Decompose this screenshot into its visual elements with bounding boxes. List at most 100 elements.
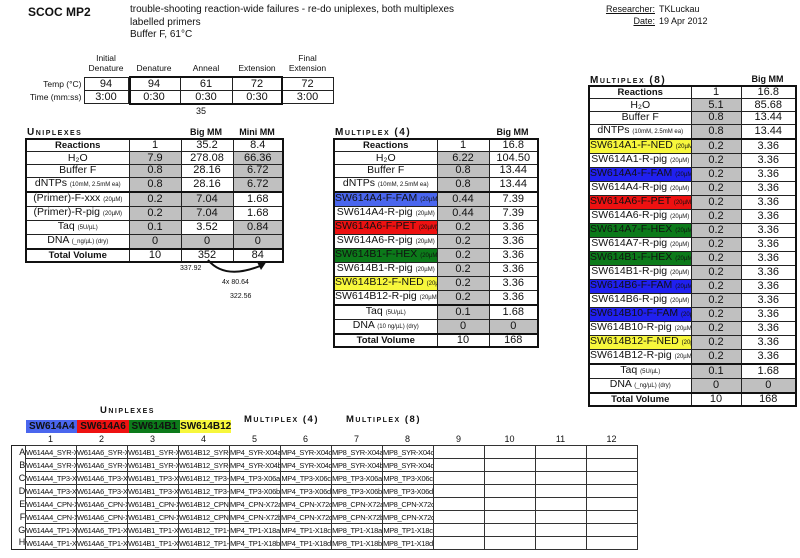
volume-cell[interactable]: 0.1 bbox=[128, 219, 182, 235]
volume-cell[interactable]: 0 bbox=[128, 233, 182, 250]
volume-cell[interactable]: 0.84 bbox=[232, 219, 284, 235]
plate-well[interactable] bbox=[484, 445, 536, 459]
volume-cell[interactable]: 3.36 bbox=[740, 180, 797, 196]
plate-well[interactable] bbox=[433, 497, 485, 511]
plate-well[interactable]: W614A6_CPN-X7 bbox=[76, 510, 128, 524]
volume-cell[interactable]: 168 bbox=[488, 332, 539, 348]
plate-well[interactable]: W614A4_SYR-X0 bbox=[25, 458, 77, 472]
plate-well[interactable]: MP4_SYR-X04b bbox=[229, 458, 281, 472]
plate-well[interactable]: W614B1_CPN-X7 bbox=[127, 497, 179, 511]
volume-cell[interactable]: 10 bbox=[128, 247, 182, 263]
plate-well[interactable] bbox=[433, 471, 485, 485]
plate-well[interactable]: W614B1_TP3-X0 bbox=[127, 484, 179, 498]
plate-well[interactable]: MP8_CPN-X72a bbox=[331, 497, 383, 511]
plate-well[interactable] bbox=[535, 497, 587, 511]
plate-well[interactable]: W614A4_TP1-X1 bbox=[25, 523, 77, 537]
volume-cell[interactable]: 0.2 bbox=[436, 219, 490, 235]
plate-well[interactable]: MP8_CPN-X72c bbox=[382, 497, 434, 511]
volume-cell[interactable]: 3.36 bbox=[488, 247, 539, 263]
plate-well[interactable]: MP8_TP1-X18b bbox=[331, 536, 383, 550]
cycle-value[interactable]: 0:30 bbox=[231, 90, 283, 104]
plate-well[interactable] bbox=[586, 471, 638, 485]
plate-well[interactable]: W614A4_TP1-X1 bbox=[25, 536, 77, 550]
plate-well[interactable] bbox=[433, 458, 485, 472]
cycle-value[interactable]: 94 bbox=[127, 77, 181, 91]
volume-cell[interactable]: 0.2 bbox=[690, 348, 742, 365]
volume-cell[interactable]: 0.2 bbox=[436, 275, 490, 291]
volume-cell[interactable]: 6.72 bbox=[232, 176, 284, 193]
plate-well[interactable] bbox=[484, 484, 536, 498]
volume-cell[interactable]: 13.44 bbox=[488, 164, 539, 178]
plate-well[interactable]: W614B12_TP3-X0 bbox=[178, 471, 230, 485]
plate-well[interactable]: MP4_CPN-X72d bbox=[280, 510, 332, 524]
volume-cell[interactable]: 13.44 bbox=[740, 111, 797, 125]
volume-cell[interactable]: 1 bbox=[128, 138, 182, 153]
volume-cell[interactable]: 1 bbox=[690, 85, 742, 100]
volume-cell[interactable]: 0.2 bbox=[690, 236, 742, 252]
plate-well[interactable] bbox=[586, 484, 638, 498]
volume-cell[interactable]: 0 bbox=[690, 377, 742, 394]
volume-cell[interactable]: 3.52 bbox=[180, 219, 234, 235]
plate-well[interactable]: MP4_TP1-X18b bbox=[229, 536, 281, 550]
volume-cell[interactable]: 0.2 bbox=[690, 292, 742, 308]
volume-cell[interactable]: 3.36 bbox=[488, 219, 539, 235]
volume-cell[interactable]: 7.04 bbox=[180, 205, 234, 221]
volume-cell[interactable]: 7.39 bbox=[488, 205, 539, 221]
volume-cell[interactable]: 85.68 bbox=[740, 98, 797, 113]
volume-cell[interactable]: 3.36 bbox=[740, 208, 797, 224]
plate-well[interactable]: MP8_TP3-X06b bbox=[331, 484, 383, 498]
plate-well[interactable] bbox=[535, 536, 587, 550]
volume-cell[interactable]: 3.36 bbox=[740, 194, 797, 210]
plate-well[interactable]: W614A6_SYR-X0 bbox=[76, 458, 128, 472]
plate-well[interactable]: W614A6_SYR-X0 bbox=[76, 445, 128, 459]
plate-well[interactable] bbox=[433, 510, 485, 524]
plate-well[interactable] bbox=[535, 445, 587, 459]
plate-well[interactable]: MP8_SYR-X04b bbox=[331, 458, 383, 472]
volume-cell[interactable]: 6.22 bbox=[436, 151, 490, 166]
plate-well[interactable] bbox=[433, 523, 485, 537]
volume-cell[interactable]: 0.2 bbox=[690, 152, 742, 168]
plate-well[interactable] bbox=[535, 458, 587, 472]
plate-well[interactable] bbox=[484, 536, 536, 550]
volume-cell[interactable]: 8.4 bbox=[232, 138, 284, 153]
volume-cell[interactable]: 0.2 bbox=[690, 194, 742, 210]
plate-well[interactable] bbox=[535, 523, 587, 537]
volume-cell[interactable]: 104.50 bbox=[488, 151, 539, 166]
plate-well[interactable]: W614A4_CPN-X7 bbox=[25, 497, 77, 511]
plate-well[interactable] bbox=[586, 458, 638, 472]
plate-well[interactable]: MP4_SYR-X04a bbox=[229, 445, 281, 459]
volume-cell[interactable]: 84 bbox=[232, 247, 284, 263]
volume-cell[interactable]: 0.2 bbox=[436, 289, 490, 306]
plate-well[interactable]: MP8_TP3-X06a bbox=[331, 471, 383, 485]
volume-cell[interactable]: 16.8 bbox=[740, 85, 797, 100]
volume-cell[interactable]: 66.36 bbox=[232, 151, 284, 166]
plate-well[interactable]: MP4_CPN-X72a bbox=[229, 497, 281, 511]
volume-cell[interactable]: 1.68 bbox=[740, 362, 797, 379]
volume-cell[interactable]: 10 bbox=[690, 391, 742, 407]
plate-well[interactable]: MP4_TP3-X06d bbox=[280, 484, 332, 498]
volume-cell[interactable]: 0.2 bbox=[128, 205, 182, 221]
volume-cell[interactable]: 0.2 bbox=[690, 222, 742, 238]
volume-cell[interactable]: 1.68 bbox=[232, 190, 284, 207]
volume-cell[interactable]: 3.36 bbox=[488, 275, 539, 291]
volume-cell[interactable]: 0.2 bbox=[690, 180, 742, 196]
volume-cell[interactable]: 13.44 bbox=[488, 176, 539, 193]
volume-cell[interactable]: 0 bbox=[232, 233, 284, 250]
plate-well[interactable]: W614B1_CPN-X7 bbox=[127, 510, 179, 524]
plate-well[interactable]: W614B1_TP1-X1 bbox=[127, 523, 179, 537]
volume-cell[interactable]: 3.36 bbox=[488, 289, 539, 306]
plate-well[interactable]: W614A6_TP3-X0 bbox=[76, 471, 128, 485]
volume-cell[interactable]: 1 bbox=[436, 138, 490, 153]
volume-cell[interactable]: 0.8 bbox=[128, 176, 182, 193]
volume-cell[interactable]: 3.36 bbox=[740, 334, 797, 350]
plate-well[interactable]: W614A4_SYR-X0 bbox=[25, 445, 77, 459]
plate-well[interactable]: W614A4_CPN-X7 bbox=[25, 510, 77, 524]
plate-well[interactable] bbox=[586, 523, 638, 537]
cycle-value[interactable]: 3:00 bbox=[281, 90, 334, 104]
volume-cell[interactable]: 0.2 bbox=[690, 137, 742, 154]
volume-cell[interactable]: 5.1 bbox=[690, 98, 742, 113]
volume-cell[interactable]: 6.72 bbox=[232, 164, 284, 178]
plate-well[interactable]: MP4_TP1-X18c bbox=[280, 523, 332, 537]
plate-well[interactable]: MP8_TP1-X18d bbox=[382, 536, 434, 550]
plate-well[interactable] bbox=[586, 497, 638, 511]
